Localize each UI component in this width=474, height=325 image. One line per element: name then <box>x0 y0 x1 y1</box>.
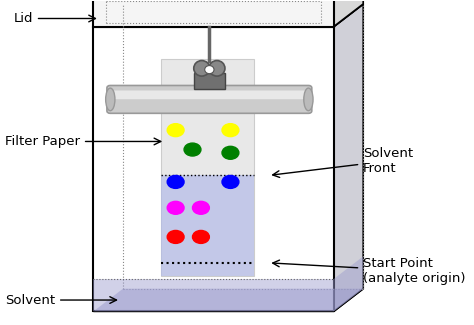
Circle shape <box>167 176 184 188</box>
Text: Filter Paper: Filter Paper <box>5 135 161 148</box>
Polygon shape <box>334 4 363 311</box>
Bar <box>93 27 334 311</box>
Text: Solvent: Solvent <box>5 293 117 306</box>
Circle shape <box>167 201 184 214</box>
Polygon shape <box>334 0 363 27</box>
FancyBboxPatch shape <box>107 85 312 113</box>
Circle shape <box>222 146 239 159</box>
Circle shape <box>222 176 239 188</box>
Text: Start Point
(analyte origin): Start Point (analyte origin) <box>273 257 466 285</box>
Ellipse shape <box>205 66 214 74</box>
Text: Solvent
Front: Solvent Front <box>273 147 413 177</box>
Circle shape <box>192 230 210 243</box>
Bar <box>93 279 334 311</box>
Circle shape <box>167 230 184 243</box>
Polygon shape <box>93 289 363 311</box>
Polygon shape <box>334 256 363 311</box>
Ellipse shape <box>209 60 225 76</box>
Circle shape <box>167 124 184 136</box>
Text: Lid: Lid <box>13 12 95 25</box>
Polygon shape <box>93 289 363 311</box>
Circle shape <box>222 124 239 136</box>
Ellipse shape <box>106 88 115 111</box>
FancyBboxPatch shape <box>113 90 305 99</box>
Ellipse shape <box>304 88 313 111</box>
Circle shape <box>184 143 201 156</box>
Bar <box>161 176 254 276</box>
Bar <box>161 59 254 276</box>
Circle shape <box>192 201 210 214</box>
Polygon shape <box>93 4 363 27</box>
FancyBboxPatch shape <box>194 73 225 89</box>
Ellipse shape <box>194 60 210 76</box>
Bar <box>93 0 334 27</box>
